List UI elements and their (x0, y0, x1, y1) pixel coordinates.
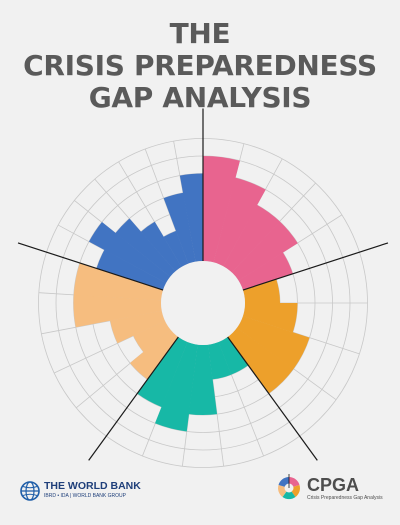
page-title: THE CRISIS PREPAREDNESS GAP ANALYSIS (0, 18, 400, 114)
world-bank-logo: THE WORLD BANK IBRD • IDA | WORLD BANK G… (20, 480, 190, 502)
world-bank-name: THE WORLD BANK (44, 480, 141, 492)
sector-axis (242, 242, 389, 291)
chart-bar-peach (133, 320, 171, 353)
chart-center-hole (161, 261, 245, 345)
chart-bar-blue (115, 218, 176, 277)
title-line-1: THE (169, 17, 231, 50)
sector-axis (227, 336, 318, 461)
chart-bar-teal (188, 344, 218, 415)
chart-bar-peach (130, 329, 179, 380)
chart-bar-peach (110, 310, 165, 344)
chart-bar-teal (208, 342, 232, 380)
chart-bar-peach (73, 262, 164, 301)
chart-bar-blue (163, 192, 196, 264)
chart-bar-teal (155, 342, 198, 432)
chart-bar-orange (242, 303, 298, 333)
title-line-2: CRISIS PREPAREDNESS (23, 49, 377, 82)
chart-bar-pink (213, 177, 266, 267)
chart-bar-blue (179, 173, 204, 262)
chart-bar-blue (96, 249, 167, 291)
chart-bar-pink (223, 204, 280, 273)
chart-bar-orange (242, 279, 280, 304)
cpga-logo: CPGA Crisis Preparedness Gap Analysis (275, 474, 390, 504)
chart-bar-blue (140, 221, 182, 272)
chart-bar-orange (227, 327, 294, 394)
chart-bar-pink (203, 156, 240, 263)
globe-icon (20, 481, 40, 501)
title-line-3: GAP ANALYSIS (88, 81, 312, 114)
cpga-mark-icon (278, 474, 300, 500)
sector-axis (88, 336, 179, 461)
chart-bar-pink (231, 221, 298, 281)
world-bank-subtitle: IBRD • IDA | WORLD BANK GROUP (44, 493, 126, 499)
chart-bar-blue (163, 230, 189, 267)
sector-axis (17, 242, 164, 291)
chart-bar-blue (88, 221, 171, 284)
chart-bar-orange (236, 315, 310, 370)
chart-bar-pink (238, 252, 293, 291)
chart-bar-teal (218, 336, 249, 375)
chart-bar-teal (136, 336, 188, 408)
chart-bar-peach (73, 294, 162, 328)
cpga-subtitle: Crisis Preparedness Gap Analysis (307, 495, 383, 501)
cpga-name: CPGA (307, 475, 360, 495)
